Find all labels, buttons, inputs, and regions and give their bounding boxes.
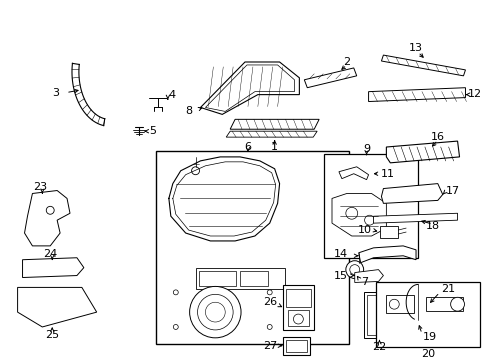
Bar — [287, 310, 308, 326]
Circle shape — [364, 215, 374, 225]
Text: 26: 26 — [263, 297, 277, 307]
Polygon shape — [381, 55, 465, 76]
Polygon shape — [226, 131, 317, 137]
Bar — [156, 151, 348, 344]
Polygon shape — [368, 88, 465, 102]
Circle shape — [345, 261, 363, 279]
Bar — [376, 283, 479, 347]
Bar — [425, 297, 463, 311]
Text: 17: 17 — [445, 185, 459, 195]
Circle shape — [349, 265, 359, 275]
Text: 13: 13 — [408, 43, 422, 53]
Circle shape — [173, 290, 178, 295]
Polygon shape — [230, 119, 319, 129]
Polygon shape — [386, 141, 459, 163]
Bar — [363, 292, 394, 338]
Text: 1: 1 — [271, 142, 278, 152]
Bar — [198, 271, 236, 287]
Bar — [285, 340, 306, 352]
Circle shape — [191, 167, 199, 175]
Text: 24: 24 — [43, 249, 57, 259]
Polygon shape — [304, 68, 356, 88]
Text: 11: 11 — [380, 169, 394, 179]
Polygon shape — [331, 193, 386, 236]
Polygon shape — [354, 270, 383, 283]
Text: 7: 7 — [360, 278, 367, 288]
Text: 4: 4 — [168, 90, 176, 100]
Bar — [195, 267, 284, 289]
Text: 25: 25 — [45, 330, 59, 340]
Polygon shape — [381, 184, 442, 203]
Text: 21: 21 — [440, 284, 454, 294]
Bar — [285, 289, 310, 307]
Text: 2: 2 — [343, 57, 350, 67]
Polygon shape — [24, 190, 70, 246]
Text: 22: 22 — [371, 342, 386, 352]
Text: 20: 20 — [420, 348, 434, 359]
Circle shape — [189, 287, 241, 338]
Text: 19: 19 — [422, 332, 436, 342]
Circle shape — [450, 297, 464, 311]
Bar — [366, 295, 391, 335]
Circle shape — [173, 324, 178, 329]
Bar — [324, 154, 417, 258]
Polygon shape — [22, 258, 83, 278]
Polygon shape — [358, 246, 415, 263]
Circle shape — [267, 290, 272, 295]
Circle shape — [46, 206, 54, 214]
Bar — [386, 295, 413, 313]
Bar — [282, 337, 309, 355]
Text: 18: 18 — [425, 221, 439, 231]
Circle shape — [197, 294, 233, 330]
Bar — [380, 226, 397, 238]
Circle shape — [388, 299, 398, 309]
Polygon shape — [200, 62, 299, 114]
Bar — [282, 285, 314, 330]
Circle shape — [293, 314, 303, 324]
Text: 23: 23 — [33, 181, 47, 192]
Text: 9: 9 — [362, 144, 369, 154]
Text: 6: 6 — [244, 142, 251, 152]
Text: 27: 27 — [263, 341, 277, 351]
Polygon shape — [373, 213, 457, 223]
Circle shape — [205, 302, 225, 322]
Text: 16: 16 — [430, 132, 444, 142]
Text: 12: 12 — [467, 89, 481, 99]
Text: 14: 14 — [333, 249, 347, 259]
Polygon shape — [338, 167, 368, 180]
Bar — [240, 271, 267, 287]
Polygon shape — [18, 287, 97, 327]
Text: 5: 5 — [149, 126, 156, 136]
Circle shape — [267, 324, 272, 329]
Circle shape — [345, 207, 357, 219]
Text: 3: 3 — [52, 87, 59, 98]
Text: 8: 8 — [185, 107, 192, 116]
Text: 10: 10 — [357, 225, 371, 235]
Text: 15: 15 — [333, 271, 347, 280]
